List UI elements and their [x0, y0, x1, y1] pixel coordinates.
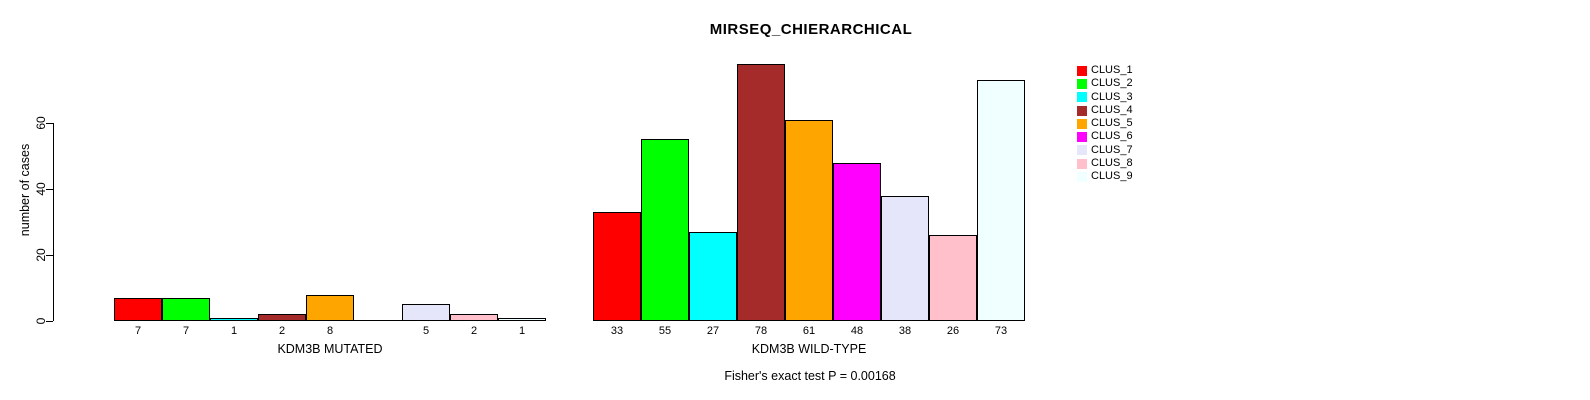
legend-item: CLUS_9	[1077, 170, 1133, 183]
bar-value-label: 8	[326, 325, 334, 337]
legend-item: CLUS_3	[1077, 91, 1133, 104]
legend-item: CLUS_8	[1077, 157, 1133, 170]
bar-clus_4-kdm3b-mutated	[258, 314, 306, 321]
bar-clus_1-kdm3b-mutated	[114, 298, 162, 321]
legend-label: CLUS_5	[1091, 117, 1133, 130]
bar-clus_5-kdm3b-mutated	[306, 295, 354, 321]
pvalue-annotation: Fisher's exact test P = 0.00168	[724, 369, 896, 383]
bar-clus_8-kdm3b-wild-type	[929, 235, 977, 321]
bar-value-label: 7	[134, 325, 142, 337]
bar-value-label: 27	[706, 325, 720, 337]
legend-label: CLUS_4	[1091, 103, 1133, 116]
y-axis-tick-label: 40	[34, 182, 48, 196]
bar-clus_4-kdm3b-wild-type	[737, 64, 785, 321]
bar-value-label: 73	[994, 325, 1008, 337]
legend-swatch	[1077, 158, 1087, 169]
bar-clus_9-kdm3b-mutated	[498, 318, 546, 321]
legend-item: CLUS_2	[1077, 77, 1133, 90]
bar-value-label: 61	[802, 325, 816, 337]
bar-clus_6-kdm3b-wild-type	[833, 163, 881, 321]
legend-swatch	[1077, 105, 1087, 116]
bar-value-label: 5	[422, 325, 430, 337]
bar-clus_7-kdm3b-mutated	[402, 304, 450, 321]
bar-value-label: 7	[182, 325, 190, 337]
legend-item: CLUS_7	[1077, 144, 1133, 157]
y-axis-tick-label: 60	[34, 116, 48, 130]
bar-clus_9-kdm3b-wild-type	[977, 80, 1025, 321]
bar-clus_2-kdm3b-mutated	[162, 298, 210, 321]
bar-value-label: 78	[754, 325, 768, 337]
legend-item: CLUS_6	[1077, 130, 1133, 143]
legend-label: CLUS_7	[1091, 143, 1133, 156]
bar-clus_8-kdm3b-mutated	[450, 314, 498, 321]
legend-label: CLUS_2	[1091, 77, 1133, 90]
bar-value-label: 26	[946, 325, 960, 337]
legend-swatch	[1077, 118, 1087, 129]
y-axis-tick-label: 20	[34, 248, 48, 262]
x-axis-group-label: KDM3B MUTATED	[277, 342, 383, 356]
legend-swatch	[1077, 172, 1087, 183]
x-axis-group-label: KDM3B WILD-TYPE	[751, 342, 867, 356]
bar-value-label: 1	[230, 325, 238, 337]
chart-title: MIRSEQ_CHIERARCHICAL	[709, 21, 913, 38]
y-axis-tick-label: 0	[34, 317, 48, 325]
bar-clus_3-kdm3b-wild-type	[689, 232, 737, 321]
bar-value-label: 2	[278, 325, 286, 337]
bar-value-label: 48	[850, 325, 864, 337]
bar-clus_6-kdm3b-mutated	[354, 320, 402, 321]
legend-label: CLUS_1	[1091, 64, 1133, 76]
y-axis-tick	[46, 189, 53, 190]
bar-clus_1-kdm3b-wild-type	[593, 212, 641, 321]
bar-value-label: 33	[610, 325, 624, 337]
legend-item: CLUS_4	[1077, 104, 1133, 117]
legend-swatch	[1077, 65, 1087, 76]
legend-swatch	[1077, 132, 1087, 143]
y-axis-line	[53, 123, 54, 321]
bar-value-label: 2	[470, 325, 478, 337]
legend-label: CLUS_6	[1091, 130, 1133, 143]
bar-value-label: 55	[658, 325, 672, 337]
bar-clus_7-kdm3b-wild-type	[881, 196, 929, 321]
legend-swatch	[1077, 92, 1087, 103]
legend-label: CLUS_3	[1091, 90, 1133, 103]
y-axis-tick	[46, 123, 53, 124]
bar-clus_3-kdm3b-mutated	[210, 318, 258, 321]
bar-value-label: 1	[518, 325, 526, 337]
legend-label: CLUS_8	[1091, 157, 1133, 170]
bar-value-label: 38	[898, 325, 912, 337]
bar-clus_2-kdm3b-wild-type	[641, 139, 689, 321]
legend-item: CLUS_5	[1077, 117, 1133, 130]
legend-swatch	[1077, 145, 1087, 156]
bar-clus_5-kdm3b-wild-type	[785, 120, 833, 321]
legend-item: CLUS_1	[1077, 64, 1133, 77]
legend: CLUS_1 CLUS_2 CLUS_3 CLUS_4 CLUS_5 CLUS_6 CLUS…	[1077, 64, 1133, 184]
y-axis-tick	[46, 255, 53, 256]
y-axis-tick	[46, 321, 53, 322]
legend-label: CLUS_9	[1091, 170, 1133, 183]
legend-swatch	[1077, 78, 1087, 89]
